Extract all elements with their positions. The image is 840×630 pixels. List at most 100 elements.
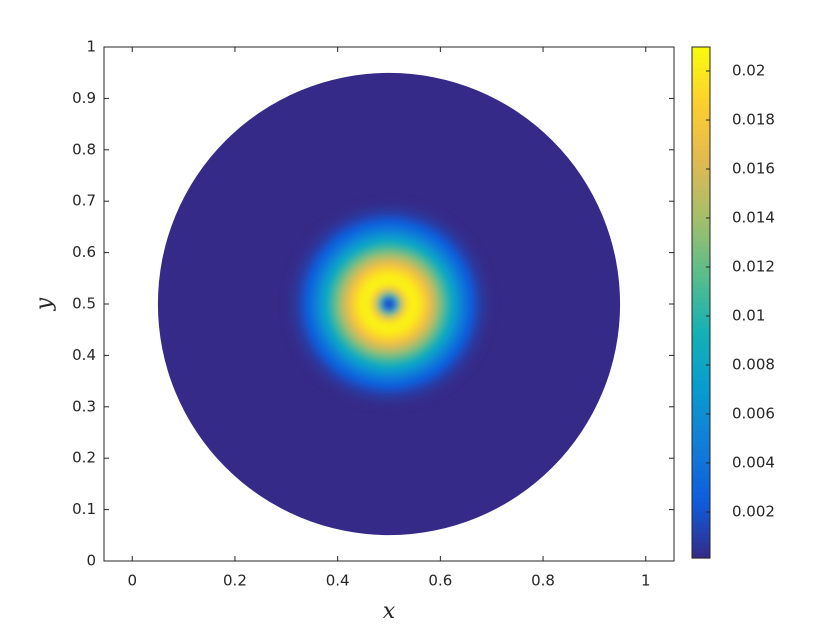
colorbar-swatch [692,47,710,53]
colorbar-tick-label: 0.018 [732,111,775,129]
colorbar-swatch [692,169,710,176]
field [157,72,621,536]
colorbar-swatch [692,552,710,559]
y-tick-label: 0.5 [72,295,96,313]
colorbar-swatch [692,205,710,212]
colorbar-swatch [692,404,710,411]
colorbar-swatch [692,532,710,539]
colorbar-tick-label: 0.016 [732,159,775,177]
colorbar-swatch [692,190,710,196]
colorbar-swatch [692,174,710,181]
colorbar-swatch [692,363,710,370]
colorbar-swatch [692,537,710,544]
colorbar-box [691,46,711,559]
colorbar-swatch [692,118,710,125]
x-axis-label: x [383,599,396,624]
x-tick-label: 0.8 [531,572,555,590]
colorbar-swatch [692,302,710,309]
colorbar-swatch [692,261,710,268]
colorbar-swatch [692,210,710,217]
colorbar-swatch [692,195,710,201]
x-tick-label: 0.4 [326,572,350,590]
colorbar-swatch [692,246,710,252]
x-tick-label: 0.6 [428,572,452,590]
colorbar-swatch [692,389,710,396]
colorbar-swatch [692,430,710,436]
colorbar-swatch [692,138,710,145]
colorbar-swatch [692,57,710,63]
colorbar-swatch [692,184,710,191]
colorbar-swatch [692,251,710,258]
colorbar-swatch [692,512,710,518]
colorbar-swatch [692,374,710,380]
colorbar-swatch [692,317,710,324]
colorbar-swatch [692,450,710,457]
colorbar-swatch [692,154,710,161]
colorbar-swatch [692,481,710,488]
colorbar-tick-label: 0.008 [732,355,775,373]
y-tick-label: 0.3 [72,397,96,415]
colorbar-swatch [692,87,710,94]
colorbar-swatch [692,435,710,442]
colorbar-swatch [692,123,710,130]
colorbar-swatch [692,420,710,426]
colorbar-swatch [692,241,710,247]
colorbar-swatch [692,476,710,482]
y-tick-label: 0.6 [72,243,96,261]
colorbar-swatch [692,62,710,69]
colorbar-swatch [692,399,710,406]
field-ring [386,301,392,307]
y-tick-label: 0.7 [72,192,96,210]
colorbar-swatch [692,276,710,283]
colorbar-swatch [692,506,710,513]
colorbar-swatch [692,425,710,431]
colorbar-swatch [692,466,710,472]
colorbar-swatch [692,266,710,273]
colorbar-swatch [692,353,710,360]
colorbar-swatch [692,379,710,385]
colorbar-tick-label: 0.014 [732,208,775,226]
colorbar-swatch [692,348,710,355]
y-tick-label: 1 [86,38,96,56]
colorbar-swatch [692,128,710,135]
colorbar-swatch [692,522,710,528]
colorbar-swatch [692,322,710,329]
colorbar-swatch [692,220,710,227]
colorbar-swatch [692,159,710,166]
colorbar-swatch [692,517,710,523]
colorbar-swatch [692,460,710,467]
colorbar-swatch [692,496,710,503]
y-tick-label: 0.4 [72,346,96,364]
colorbar-swatch [692,230,710,237]
colorbar-swatch [692,287,710,293]
colorbar-swatch [692,542,710,549]
colorbar-swatch [692,72,710,79]
y-tick-label: 0.2 [72,449,96,467]
colorbar-tick-label: 0.006 [732,404,775,422]
colorbar-swatch [692,455,710,462]
colorbar-swatch [692,394,710,401]
colorbar-swatch [692,409,710,416]
colorbar-swatch [692,501,710,508]
colorbar-swatch [692,338,710,344]
colorbar-swatch [692,98,710,104]
colorbar-swatch [692,297,710,304]
colorbar-swatch [692,67,710,74]
colorbar-swatch [692,307,710,314]
colorbar-swatch [692,445,710,452]
colorbar-swatch [692,343,710,350]
colorbar-swatch [692,92,710,99]
colorbar-swatch [692,52,710,58]
colorbar-swatch [692,333,710,339]
colorbar-tick-label: 0.02 [732,62,765,80]
y-tick-label: 0 [86,552,96,570]
y-tick-label: 0.8 [72,140,96,158]
colorbar-swatch [692,133,710,140]
colorbar-swatch [692,103,710,109]
colorbar-swatch [692,215,710,222]
colorbar-tick-label: 0.002 [732,502,775,520]
colorbar-swatch [692,271,710,278]
colorbar-swatch [692,292,710,298]
y-tick-label: 0.9 [72,89,96,107]
